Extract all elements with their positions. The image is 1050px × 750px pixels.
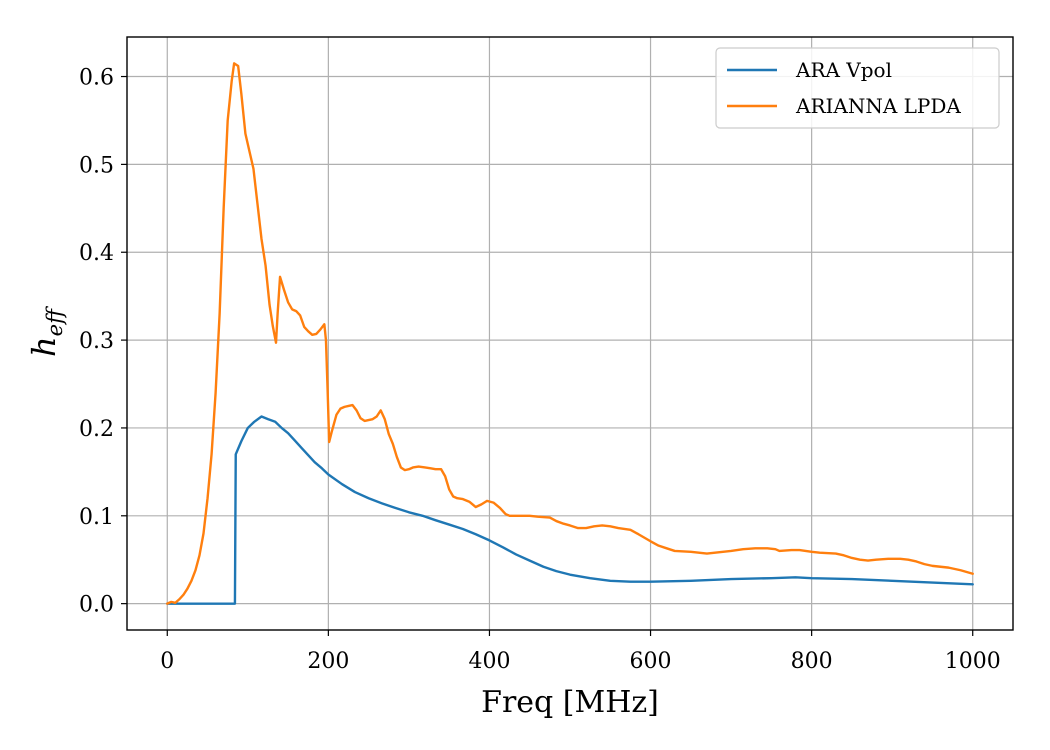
tick-marks (121, 75, 974, 636)
x-tick-label: 600 (630, 649, 672, 674)
y-tick-label: 0.0 (79, 593, 114, 618)
legend-box (715, 47, 1000, 129)
y-tick-labels: 0.0 0.1 0.2 0.3 0.4 0.5 0.6 (79, 66, 114, 618)
x-tick-labels: 0 200 400 600 800 1000 (160, 649, 1000, 674)
x-tick-label: 400 (468, 649, 510, 674)
x-tick-label: 800 (791, 649, 833, 674)
y-axis-label-subscript: eff (43, 306, 67, 336)
x-tick-label: 0 (160, 649, 174, 674)
x-tick-label: 200 (307, 649, 349, 674)
series-layer (166, 62, 974, 605)
y-tick-label: 0.2 (79, 417, 114, 442)
arianna-lpda-line (166, 62, 974, 605)
y-tick-label: 0.1 (79, 505, 114, 530)
y-tick-label: 0.3 (79, 329, 114, 354)
legend: ARA Vpol ARIANNA LPDA (715, 47, 1000, 129)
legend-label-arianna-lpda: ARIANNA LPDA (795, 94, 961, 118)
x-axis-label: Freq [MHz] (481, 685, 659, 720)
ara-vpol-line (166, 415, 974, 605)
svg-text:heff: heff (25, 306, 67, 357)
y-tick-label: 0.4 (79, 241, 114, 266)
y-tick-label: 0.6 (79, 66, 114, 91)
y-axis-label-main: h (25, 336, 63, 357)
legend-label-ara-vpol: ARA Vpol (795, 58, 892, 82)
x-tick-label: 1000 (945, 649, 1001, 674)
plot-frame (126, 36, 1014, 631)
y-axis-label: heff (25, 306, 67, 357)
y-tick-label: 0.5 (79, 153, 114, 178)
